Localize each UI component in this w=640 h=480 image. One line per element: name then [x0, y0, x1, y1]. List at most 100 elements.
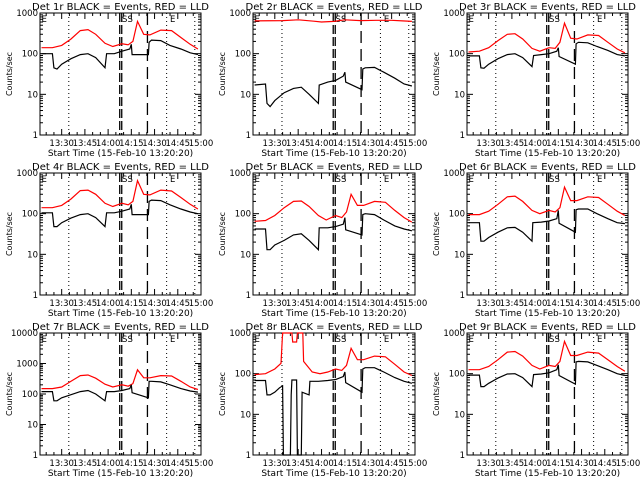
- y-tick-label: 1: [33, 291, 38, 301]
- x-tick-label: 15:00: [616, 459, 640, 469]
- y-axis-label: Counts/sec: [5, 52, 14, 96]
- marker-label: E: [255, 335, 260, 345]
- plot-frame: [466, 332, 629, 456]
- marker-label: SS: [122, 175, 133, 185]
- plot-frame: [252, 172, 416, 296]
- x-tick-label: 13:45: [500, 299, 525, 309]
- lld-series-line: [254, 192, 413, 223]
- y-tick-label: 100: [449, 370, 465, 380]
- panel-title: Det 8r BLACK = Events, RED = LLD: [246, 322, 423, 333]
- x-tick-label: 14:00: [96, 299, 121, 309]
- y-tick-label: 10: [240, 410, 251, 420]
- y-tick-label: 1000: [229, 169, 251, 179]
- marker-label: E: [469, 175, 474, 185]
- x-tick-label: 13:30: [476, 139, 501, 149]
- y-tick-label: 1000: [229, 9, 251, 19]
- x-tick-label: 14:00: [96, 139, 121, 149]
- marker-label: E: [597, 175, 602, 185]
- x-tick-label: 14:15: [333, 299, 358, 309]
- x-axis-label: Start Time (15-Feb-10 13:20:20): [261, 309, 406, 319]
- x-tick-label: 13:45: [286, 459, 311, 469]
- events-series-line: [468, 208, 625, 243]
- plot-frame: [466, 12, 629, 136]
- events-series-line: [254, 66, 413, 108]
- marker-label: E: [42, 175, 47, 185]
- plot-frame: [39, 172, 202, 296]
- x-tick-label: 13:45: [500, 459, 525, 469]
- marker-label: E: [255, 175, 260, 185]
- marker-label: SS: [549, 335, 560, 345]
- y-axis-label: Counts/sec: [218, 212, 227, 256]
- panel-title: Det 1r BLACK = Events, RED = LLD: [32, 2, 209, 13]
- y-axis-label: Counts/sec: [432, 372, 441, 416]
- events-series-line: [468, 41, 625, 69]
- x-tick-label: 14:00: [523, 459, 548, 469]
- x-tick-label: 13:45: [286, 139, 311, 149]
- plot-frame: [466, 172, 629, 296]
- marker-label: E: [170, 335, 175, 345]
- y-tick-label: 10: [27, 421, 38, 431]
- panel-det-3: Det 3r BLACK = Events, RED = LLD 1 10 100 10…: [432, 2, 640, 159]
- panel-title: Det 3r BLACK = Events, RED = LLD: [459, 2, 636, 13]
- x-tick-label: 15:00: [616, 139, 640, 149]
- marker-label: SS: [336, 335, 347, 345]
- x-tick-label: 15:00: [403, 299, 428, 309]
- y-tick-label: 10: [27, 250, 38, 260]
- x-tick-label: 14:00: [96, 459, 121, 469]
- y-tick-label: 1: [460, 451, 465, 461]
- panel-title: Det 7r BLACK = Events, RED = LLD: [32, 322, 209, 333]
- x-tick-label: 14:15: [546, 139, 571, 149]
- x-axis-label: Start Time (15-Feb-10 13:20:20): [261, 149, 406, 159]
- x-tick-label: 14:30: [142, 459, 167, 469]
- y-tick-label: 10: [240, 250, 251, 260]
- x-tick-label: 13:30: [49, 299, 74, 309]
- x-axis-label: Start Time (15-Feb-10 13:20:20): [48, 149, 193, 159]
- y-tick-label: 1: [460, 291, 465, 301]
- x-tick-label: 14:45: [166, 459, 191, 469]
- marker-label: SS: [549, 15, 560, 25]
- marker-label: E: [170, 15, 175, 25]
- y-tick-label: 1: [33, 451, 38, 461]
- y-axis-label: Counts/sec: [218, 52, 227, 96]
- y-tick-label: 1000: [16, 169, 38, 179]
- plot-frame: [252, 12, 416, 136]
- y-tick-label: 1: [246, 451, 251, 461]
- marker-label: E: [170, 175, 175, 185]
- lld-series-line: [468, 339, 626, 372]
- x-tick-label: 14:45: [379, 299, 404, 309]
- x-tick-label: 14:15: [546, 299, 571, 309]
- y-tick-label: 10: [240, 90, 251, 100]
- y-tick-label: 1: [246, 131, 251, 141]
- x-axis-label: Start Time (15-Feb-10 13:20:20): [475, 149, 620, 159]
- lld-series-line: [254, 19, 412, 23]
- lld-series-line: [254, 332, 413, 377]
- panel-title: Det 9r BLACK = Events, RED = LLD: [459, 322, 636, 333]
- y-tick-label: 10: [27, 90, 38, 100]
- events-series-line: [468, 360, 626, 388]
- x-tick-label: 14:15: [119, 459, 144, 469]
- y-axis-label: Counts/sec: [432, 52, 441, 96]
- x-tick-label: 14:45: [166, 139, 191, 149]
- y-tick-label: 1000: [443, 9, 465, 19]
- x-tick-label: 14:30: [356, 459, 381, 469]
- x-tick-label: 14:30: [569, 459, 594, 469]
- x-tick-label: 14:30: [142, 299, 167, 309]
- lld-series-line: [41, 178, 199, 210]
- x-axis-label: Start Time (15-Feb-10 13:20:20): [48, 309, 193, 319]
- marker-label: E: [384, 335, 389, 345]
- events-series-line: [254, 367, 413, 456]
- x-tick-label: 14:00: [309, 139, 334, 149]
- y-axis-label: Counts/sec: [218, 372, 227, 416]
- y-tick-label: 1000: [16, 360, 38, 370]
- x-tick-label: 14:30: [569, 299, 594, 309]
- x-tick-label: 14:00: [523, 299, 548, 309]
- y-tick-label: 1000: [16, 9, 38, 19]
- panel-det-9: Det 9r BLACK = Events, RED = LLD 1 10 100 10…: [432, 322, 640, 479]
- events-series-line: [41, 39, 199, 70]
- x-tick-label: 13:30: [49, 139, 74, 149]
- x-axis-label: Start Time (15-Feb-10 13:20:20): [475, 469, 620, 479]
- x-tick-label: 15:00: [189, 459, 214, 469]
- y-tick-label: 1000: [443, 329, 465, 339]
- lld-series-line: [468, 21, 626, 54]
